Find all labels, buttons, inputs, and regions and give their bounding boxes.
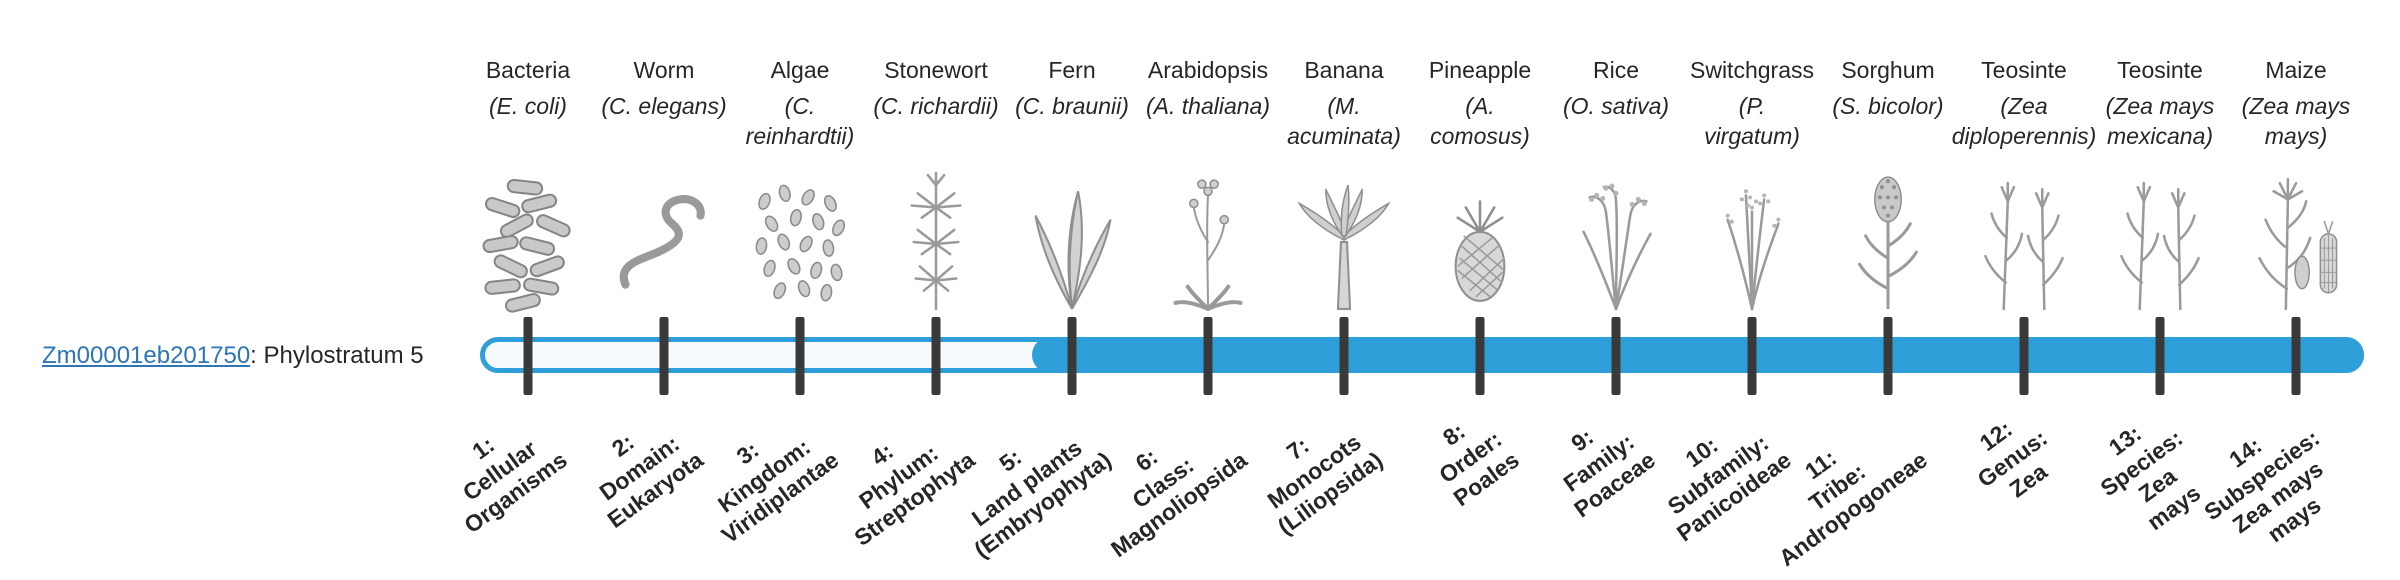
- organism-name: Switchgrass: [1690, 57, 1814, 83]
- organism-name: Sorghum: [1841, 57, 1935, 83]
- timeline-tick: [1067, 317, 1077, 395]
- switchgrass-icon: [1700, 171, 1804, 313]
- timeline-tick: [1883, 317, 1893, 395]
- timeline-tick: [1747, 317, 1757, 395]
- arabidopsis-icon: [1156, 171, 1260, 313]
- organism-name: Teosinte: [1981, 57, 2067, 83]
- organism-scientific-name: (A. thaliana): [1145, 93, 1270, 119]
- organism-scientific-name: (C. reinhardtii): [745, 93, 855, 149]
- organism-illustration-area: [1146, 166, 1270, 313]
- gene-link[interactable]: Zm00001eb201750: [42, 342, 251, 369]
- timeline-tick: [1611, 317, 1621, 395]
- stratum-label-text: 1: Cellular Organisms: [457, 431, 572, 539]
- timeline-tick: [2155, 317, 2165, 395]
- bacteria-icon: [476, 171, 580, 313]
- maize-icon: [2244, 171, 2348, 313]
- timeline-tick: [2019, 317, 2029, 395]
- stratum-label-text: 8: Order: Poales: [1433, 417, 1524, 512]
- gene-label: Zm00001eb201750: Phylostratum 5: [42, 342, 424, 370]
- organism-illustration-area: [466, 166, 590, 313]
- stratum-label-text: 7: Monocots (Liliopsida): [1262, 428, 1388, 540]
- organism-name: Arabidopsis: [1147, 57, 1269, 83]
- stratum-label-text: 12: Genus: Zea: [1972, 415, 2052, 503]
- organism-illustration-area: [1418, 166, 1542, 313]
- timeline-tick: [2291, 317, 2301, 395]
- organism-name: Stonewort: [884, 57, 988, 83]
- organism-name: Rice: [1592, 57, 1639, 83]
- organism-name: Pineapple: [1428, 57, 1532, 83]
- stonewort-icon: [884, 171, 988, 313]
- teosinte-icon: [1972, 171, 2076, 313]
- organism-scientific-name: (C. elegans): [601, 93, 727, 119]
- timeline-tick: [1339, 317, 1349, 395]
- timeline-tick: [931, 317, 941, 395]
- organism-illustration-area: [874, 166, 998, 313]
- sorghum-icon: [1836, 171, 1940, 313]
- pineapple-icon: [1428, 171, 1532, 313]
- organism-illustration-area: [1282, 166, 1406, 313]
- stratum-label-text: 3: Kingdom: Viridiplantae: [713, 433, 844, 549]
- timeline-tick: [1475, 317, 1485, 395]
- timeline-tick: [1203, 317, 1213, 395]
- stratum-label-text: 5: Land plants (Embryophyta): [966, 434, 1116, 564]
- organism-illustration-area: [1690, 166, 1814, 313]
- rice-icon: [1564, 171, 1668, 313]
- organism-scientific-name: (E. coli): [489, 93, 567, 119]
- stratum-label-text: 9: Family: Poaceae: [1557, 423, 1660, 523]
- teosinte-icon: [2108, 171, 2212, 313]
- organism-scientific-name: (Zea diploperennis): [1951, 93, 2097, 149]
- organism-illustration-area: [2098, 166, 2222, 313]
- organism-scientific-name: (P. virgatum): [1704, 93, 1800, 149]
- organism-name: Algae: [770, 57, 830, 83]
- organism-name: Fern: [1048, 57, 1096, 83]
- algae-icon: [748, 171, 852, 313]
- organism-scientific-name: (M. acuminata): [1287, 93, 1401, 149]
- organism-name: Maize: [2265, 57, 2327, 83]
- organism-scientific-name: (Zea mays mays): [2241, 93, 2351, 149]
- fern-icon: [1020, 171, 1124, 313]
- organism-illustration-area: [1826, 166, 1950, 313]
- organism-name: Worm: [633, 57, 695, 83]
- stratum-label-text: 11: Tribe: Andropogoneae: [1773, 444, 1932, 572]
- stratum-label-text: 4: Phylum: Streptophyta: [849, 437, 980, 552]
- timeline-tick: [795, 317, 805, 395]
- organism-illustration-area: [1962, 166, 2086, 313]
- organism-illustration-area: [2234, 166, 2358, 313]
- stratum-label-text: 6: Class: Magnoliopsida: [1106, 443, 1252, 563]
- stratum-label-text: 14: Subspecies: Zea mays mays: [2198, 424, 2328, 548]
- organism-illustration-area: [602, 166, 726, 313]
- timeline-tick: [659, 317, 669, 395]
- organism-name: Bacteria: [485, 57, 571, 83]
- organism-scientific-name: (S. bicolor): [1832, 93, 1944, 119]
- organism-illustration-area: [1010, 166, 1134, 313]
- organism-illustration-area: [738, 166, 862, 313]
- organism-name: Teosinte: [2117, 57, 2203, 83]
- banana-icon: [1292, 171, 1396, 313]
- worm-icon: [612, 171, 716, 313]
- organism-illustration-area: [1554, 166, 1678, 313]
- organism-scientific-name: (A. comosus): [1430, 93, 1530, 149]
- stratum-label-text: 2: Domain: Eukaryota: [594, 428, 708, 534]
- organism-name: Banana: [1304, 57, 1384, 83]
- organism-scientific-name: (O. sativa): [1562, 93, 1670, 119]
- organism-scientific-name: (C. braunii): [1015, 93, 1129, 119]
- organism-scientific-name: (C. richardii): [873, 93, 999, 119]
- organism-scientific-name: (Zea mays mexicana): [2105, 93, 2215, 149]
- timeline-bar-fill: [1032, 337, 2364, 373]
- gene-phylostratum-text: : Phylostratum 5: [250, 342, 424, 369]
- timeline-tick: [523, 317, 533, 395]
